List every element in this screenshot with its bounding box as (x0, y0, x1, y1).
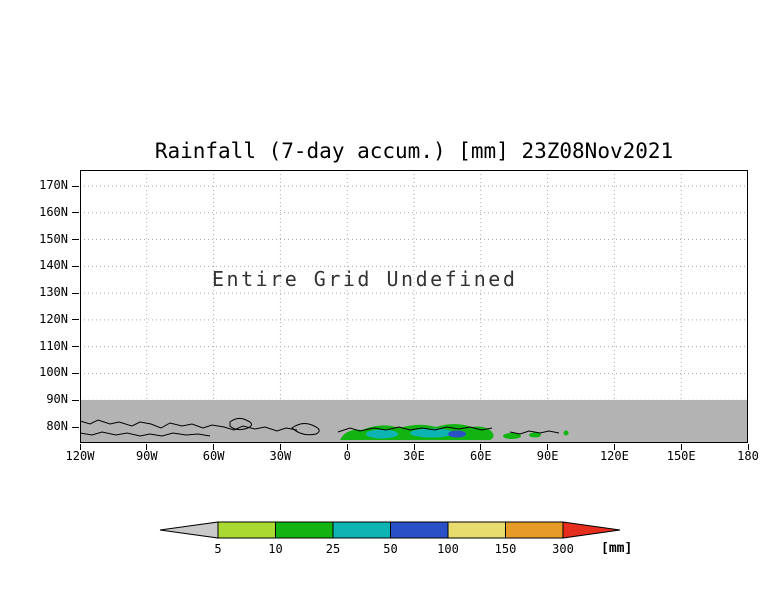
colorbar-unit-label: [mm] (601, 541, 633, 556)
colorbar-tick-label: 25 (325, 542, 341, 556)
y-tick-label: 90N (46, 392, 68, 407)
rain-patch-green (529, 432, 541, 438)
colorbar-tick-label: 300 (552, 542, 574, 556)
x-tick-label: 90E (536, 449, 559, 463)
colorbar-tick-label: 5 (214, 542, 222, 556)
rain-patch-cyan (366, 429, 398, 439)
y-tick-label: 80N (46, 419, 68, 433)
x-tick-label: 180 (737, 449, 759, 463)
y-tick-mark (72, 346, 79, 348)
colorbar-tick-label: 10 (268, 542, 283, 556)
x-tick-label: 0 (343, 449, 351, 463)
undefined-annotation: Entire Grid Undefined (212, 267, 518, 291)
y-tick-mark (72, 265, 79, 267)
plot-area: Entire Grid Undefined (80, 170, 748, 443)
colorbar-segment-5-10 (217, 521, 276, 539)
x-tick-mark (279, 444, 281, 450)
y-tick-label: 140N (39, 258, 68, 273)
chart-title: Rainfall (7-day accum.) [mm] 23Z08Nov202… (154, 139, 674, 163)
colorbar-tick-label: 100 (437, 542, 459, 556)
rain-patch-blue (448, 430, 466, 438)
x-tick-label: 120E (599, 449, 629, 463)
y-tick-mark (72, 292, 79, 294)
x-tick-mark (413, 444, 415, 450)
colorbar-segment-25-50 (332, 521, 391, 539)
y-tick-label: 150N (39, 231, 68, 246)
x-tick-mark (747, 444, 749, 450)
y-tick-mark (72, 212, 79, 214)
x-tick-label: 30W (269, 449, 292, 463)
y-tick-mark (72, 426, 79, 428)
y-tick-mark (72, 399, 79, 401)
colorbar-tick-label: 50 (383, 542, 398, 556)
colorbar-segment-150-300 (505, 521, 564, 539)
y-tick-mark (72, 185, 79, 187)
map-plot-graphics (80, 170, 748, 443)
coastlines-overlay (337, 426, 560, 435)
y-tick-mark (72, 319, 79, 321)
colorbar (159, 521, 621, 539)
rain-patch-green (563, 430, 569, 436)
y-tick-label: 130N (39, 285, 68, 300)
y-tick-label: 110N (39, 338, 68, 353)
y-tick-mark (72, 372, 79, 374)
colorbar-segment-10-25 (275, 521, 334, 539)
rain-patch-green (503, 433, 521, 439)
y-tick-label: 160N (39, 204, 68, 219)
colorbar-arrow-high (562, 521, 621, 539)
colorbar-segment-50-100 (390, 521, 449, 539)
x-tick-label: 30E (403, 449, 425, 463)
y-tick-label: 120N (39, 311, 68, 326)
x-tick-mark (613, 444, 615, 450)
x-tick-mark (79, 444, 81, 450)
x-tick-mark (680, 444, 682, 450)
x-tick-mark (547, 444, 549, 450)
x-tick-label: 120W (65, 449, 95, 463)
rain-patch-cyan (410, 428, 454, 438)
x-tick-label: 90W (135, 449, 158, 463)
x-tick-label: 60W (202, 449, 225, 463)
coastlines (80, 417, 320, 437)
colorbar-segment-100-150 (447, 521, 506, 539)
x-tick-mark (480, 444, 482, 450)
x-tick-mark (346, 444, 348, 450)
x-tick-mark (146, 444, 148, 450)
colorbar-arrow-low (159, 521, 219, 539)
colorbar-tick-label: 150 (494, 542, 517, 556)
y-tick-label: 100N (39, 365, 68, 380)
x-tick-label: 150E (666, 449, 696, 463)
y-tick-label: 170N (39, 178, 68, 192)
x-tick-mark (213, 444, 215, 450)
x-tick-label: 60E (469, 449, 492, 463)
plot-frame (80, 170, 748, 443)
y-tick-mark (72, 239, 79, 241)
